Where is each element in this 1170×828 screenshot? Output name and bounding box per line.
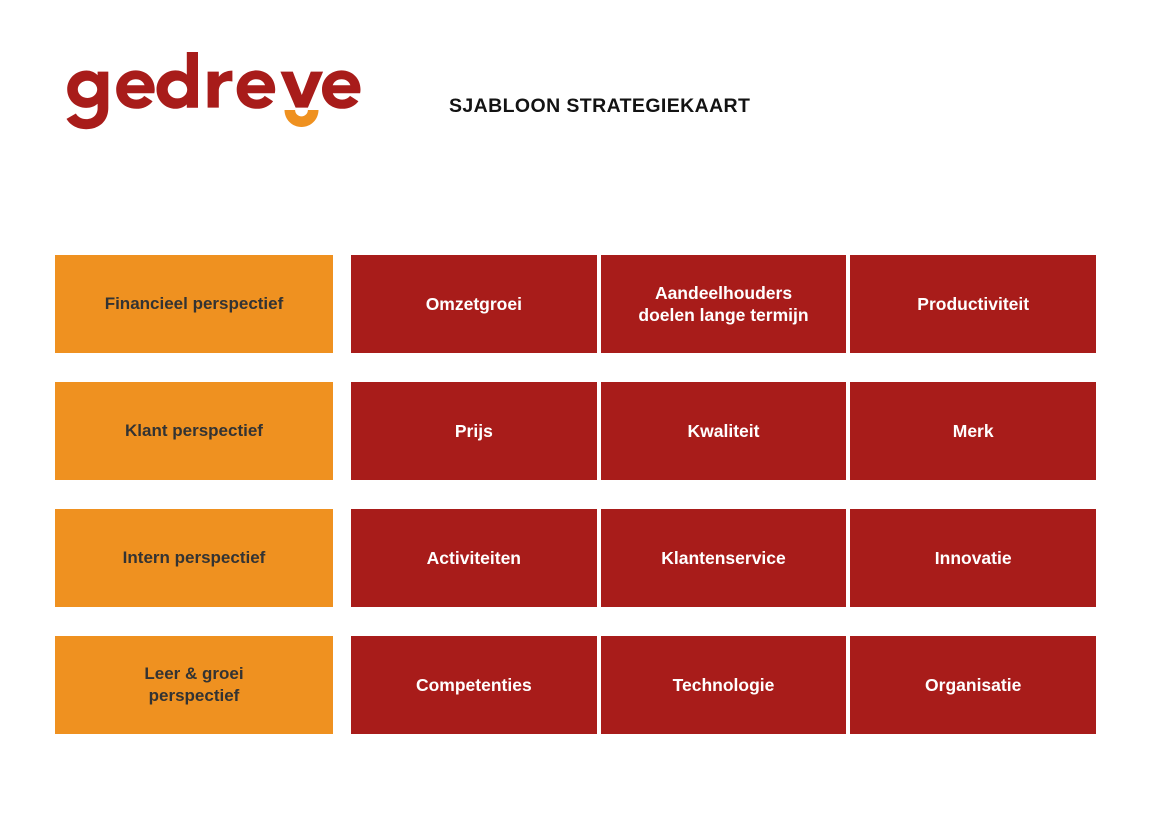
row-spacer bbox=[333, 255, 351, 353]
objective-cell-productiviteit[interactable]: Productiviteit bbox=[850, 255, 1097, 353]
objective-cell-kwaliteit[interactable]: Kwaliteit bbox=[600, 382, 847, 480]
objective-cell-innovatie[interactable]: Innovatie bbox=[850, 509, 1097, 607]
objective-label: Innovatie bbox=[934, 547, 1012, 568]
objective-group: Prijs Kwaliteit Merk bbox=[351, 382, 1097, 480]
objective-label: Technologie bbox=[672, 674, 775, 695]
perspective-label: Financieel perspectief bbox=[104, 294, 284, 314]
perspective-cell-intern[interactable]: Intern perspectief bbox=[55, 509, 333, 607]
perspective-label: Klant perspectief bbox=[125, 421, 263, 441]
page-header: SJABLOON STRATEGIEKAART bbox=[55, 52, 750, 130]
objective-cell-prijs[interactable]: Prijs bbox=[351, 382, 597, 480]
objective-label: Competenties bbox=[415, 674, 532, 695]
objective-cell-omzetgroei[interactable]: Omzetgroei bbox=[351, 255, 597, 353]
objective-group: Omzetgroei Aandeelhouders doelen lange t… bbox=[351, 255, 1097, 353]
objective-cell-merk[interactable]: Merk bbox=[850, 382, 1097, 480]
objective-cell-competenties[interactable]: Competenties bbox=[351, 636, 597, 734]
objective-label: Omzetgroei bbox=[425, 293, 522, 314]
objective-group: Competenties Technologie Organisatie bbox=[351, 636, 1097, 734]
objective-cell-technologie[interactable]: Technologie bbox=[600, 636, 847, 734]
perspective-cell-leer-groei[interactable]: Leer & groei perspectief bbox=[55, 636, 333, 734]
objective-label-line-1: Aandeelhouders bbox=[654, 282, 793, 303]
perspective-label-line-1: Leer & groei bbox=[144, 664, 244, 684]
objective-cell-klantenservice[interactable]: Klantenservice bbox=[600, 509, 847, 607]
objective-label: Merk bbox=[952, 420, 994, 441]
perspective-cell-klant[interactable]: Klant perspectief bbox=[55, 382, 333, 480]
objective-label-line-2: doelen lange termijn bbox=[638, 305, 809, 325]
objective-label: Prijs bbox=[454, 420, 493, 441]
row-spacer bbox=[333, 509, 351, 607]
perspective-label-line-2: perspectief bbox=[148, 686, 240, 705]
objective-cell-aandeelhouders[interactable]: Aandeelhouders doelen lange termijn bbox=[600, 255, 847, 353]
strategy-map-grid: Financieel perspectief Omzetgroei Aandee… bbox=[55, 255, 1097, 734]
objective-label: Kwaliteit bbox=[687, 420, 760, 441]
map-row: Leer & groei perspectief Competenties Te… bbox=[55, 636, 1097, 734]
objective-label: Organisatie bbox=[925, 674, 1022, 695]
objective-label: Activiteiten bbox=[426, 547, 521, 568]
map-row: Financieel perspectief Omzetgroei Aandee… bbox=[55, 255, 1097, 353]
objective-label: Productiviteit bbox=[917, 293, 1030, 314]
row-spacer bbox=[333, 382, 351, 480]
page-title: SJABLOON STRATEGIEKAART bbox=[449, 95, 751, 117]
logo-smile-accent bbox=[284, 110, 319, 127]
objective-cell-activiteiten[interactable]: Activiteiten bbox=[351, 509, 597, 607]
objective-cell-organisatie[interactable]: Organisatie bbox=[850, 636, 1097, 734]
perspective-label: Intern perspectief bbox=[122, 548, 266, 568]
map-row: Klant perspectief Prijs Kwaliteit Merk bbox=[55, 382, 1097, 480]
row-spacer bbox=[333, 636, 351, 734]
gedreven-be-logo[interactable] bbox=[55, 52, 415, 130]
perspective-cell-financieel[interactable]: Financieel perspectief bbox=[55, 255, 333, 353]
map-row: Intern perspectief Activiteiten Klantens… bbox=[55, 509, 1097, 607]
objective-label: Klantenservice bbox=[661, 547, 786, 568]
objective-group: Activiteiten Klantenservice Innovatie bbox=[351, 509, 1097, 607]
